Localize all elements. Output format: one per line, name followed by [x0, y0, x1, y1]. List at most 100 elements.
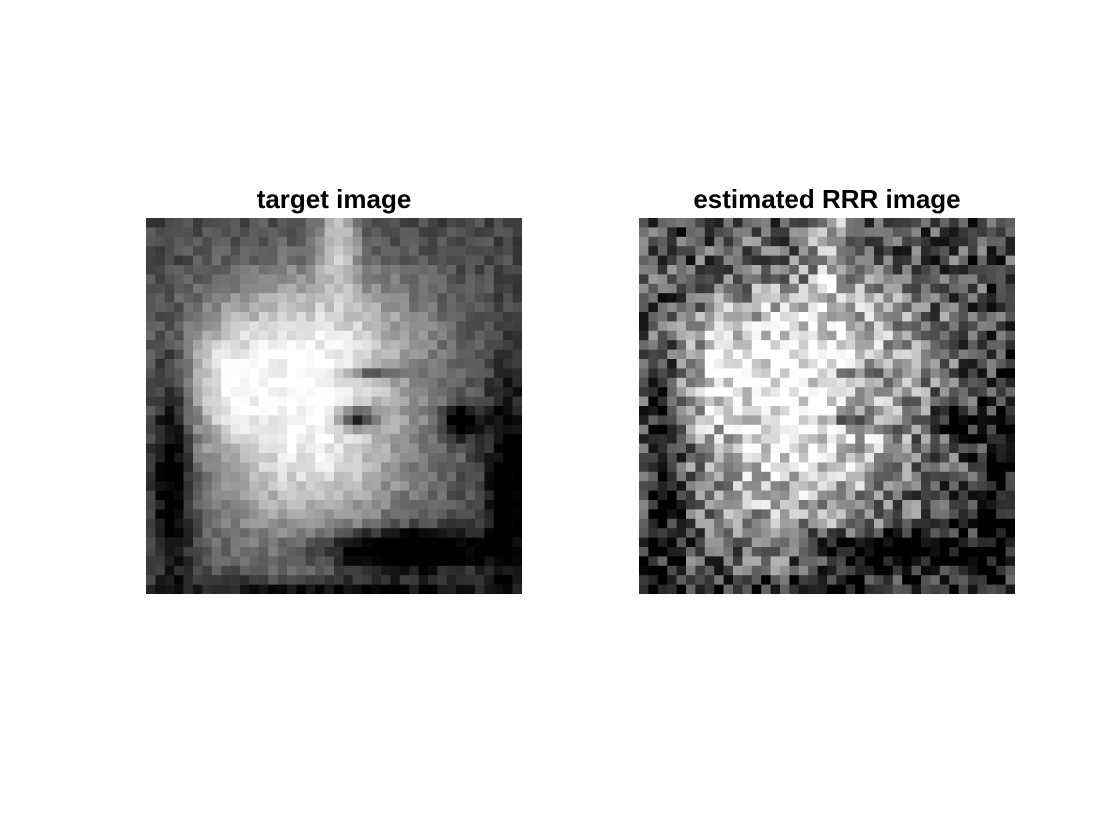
image-pixel [855, 537, 865, 548]
image-pixel [902, 462, 912, 473]
image-pixel [456, 340, 466, 350]
image-pixel [657, 255, 668, 266]
image-pixel [164, 471, 175, 482]
image-pixel [418, 265, 429, 275]
image-pixel [409, 547, 419, 557]
image-pixel [883, 434, 894, 444]
image-pixel [324, 274, 335, 285]
image-pixel [512, 293, 522, 303]
image-pixel [352, 330, 363, 341]
image-pixel [977, 236, 988, 247]
image-pixel [343, 377, 354, 388]
image-pixel [503, 406, 513, 416]
image-pixel [874, 265, 884, 275]
image-pixel [864, 424, 875, 435]
image-pixel [343, 302, 354, 313]
image-pixel [475, 471, 485, 482]
image-pixel [390, 584, 401, 594]
image-pixel [193, 312, 203, 322]
image-pixel [399, 330, 410, 341]
image-pixel [742, 575, 753, 585]
image-pixel [817, 471, 828, 482]
image-pixel [324, 500, 335, 510]
image-pixel [362, 218, 372, 228]
image-pixel [221, 293, 231, 303]
image-pixel [465, 236, 476, 247]
image-pixel [874, 565, 884, 576]
image-pixel [296, 434, 307, 444]
image-pixel [798, 321, 809, 332]
image-pixel [512, 434, 522, 444]
image-pixel [996, 415, 1006, 426]
image-pixel [770, 236, 781, 247]
image-pixel [230, 330, 241, 341]
image-pixel [381, 246, 391, 256]
image-pixel [399, 236, 410, 247]
image-pixel [437, 265, 448, 275]
image-pixel [484, 537, 495, 548]
image-pixel [164, 349, 175, 360]
image-pixel [399, 274, 410, 285]
image-pixel [733, 265, 743, 275]
image-pixel [465, 565, 476, 576]
image-pixel [381, 556, 391, 567]
image-pixel [343, 556, 354, 567]
image-pixel [305, 236, 316, 247]
image-pixel [817, 415, 828, 426]
image-pixel [921, 283, 931, 294]
image-pixel [315, 265, 325, 275]
image-pixel [874, 547, 884, 557]
estimated-rrr-image-panel: estimated RRR image [639, 180, 1015, 594]
image-pixel [986, 330, 997, 341]
image-pixel [657, 293, 668, 303]
image-pixel [399, 293, 410, 303]
image-pixel [789, 547, 800, 557]
image-pixel [639, 500, 649, 510]
image-pixel [230, 312, 241, 322]
image-pixel [770, 424, 781, 435]
image-pixel [249, 265, 260, 275]
image-pixel [155, 443, 166, 454]
image-pixel [352, 537, 363, 548]
image-pixel [221, 368, 231, 379]
image-pixel [315, 330, 325, 341]
image-pixel [465, 387, 476, 397]
image-pixel [475, 481, 485, 491]
image-pixel [221, 283, 231, 294]
image-pixel [827, 274, 837, 285]
image-pixel [211, 406, 222, 416]
image-pixel [249, 415, 260, 426]
image-pixel [334, 462, 344, 473]
image-pixel [714, 283, 724, 294]
image-pixel [836, 312, 847, 322]
image-pixel [221, 471, 231, 482]
image-pixel [399, 396, 410, 407]
image-pixel [1005, 321, 1015, 332]
image-pixel [657, 387, 668, 397]
image-pixel [817, 453, 828, 463]
image-pixel [249, 302, 260, 313]
image-pixel [277, 453, 288, 463]
image-pixel [921, 406, 931, 416]
image-pixel [409, 556, 419, 567]
image-pixel [817, 500, 828, 510]
image-pixel [334, 274, 344, 285]
image-pixel [221, 359, 231, 369]
image-pixel [296, 528, 307, 538]
image-pixel [968, 453, 978, 463]
image-pixel [512, 340, 522, 350]
image-pixel [789, 246, 800, 256]
image-pixel [465, 302, 476, 313]
image-pixel [855, 443, 865, 454]
image-pixel [249, 424, 260, 435]
image-pixel [277, 481, 288, 491]
image-pixel [808, 302, 818, 313]
image-pixel [371, 368, 382, 379]
image-pixel [390, 321, 401, 332]
image-pixel [193, 565, 203, 576]
image-pixel [977, 218, 988, 228]
image-pixel [493, 330, 504, 341]
image-pixel [949, 443, 959, 454]
image-pixel [343, 434, 354, 444]
image-pixel [493, 349, 504, 360]
